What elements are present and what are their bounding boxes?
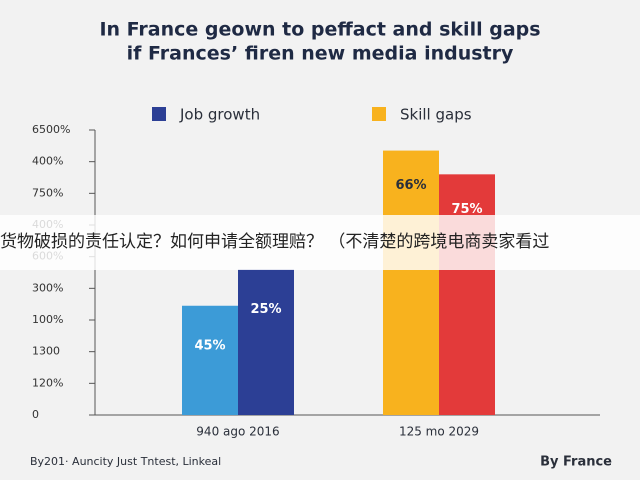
y-tick-label: 300% xyxy=(32,281,63,294)
bar xyxy=(182,305,238,415)
chart-title: if Frances’ firen new media industry xyxy=(127,43,514,65)
y-tick-label: 1300 xyxy=(32,345,60,358)
chart-title: In France geown to peffact and skill gap… xyxy=(99,19,540,41)
y-tick-label: 6500% xyxy=(32,123,70,136)
footer-left: By201· Auncity Just Tntest, Linkeal xyxy=(30,455,221,468)
x-tick-label: 125 mo 2029 xyxy=(399,425,479,439)
legend-swatch xyxy=(152,107,166,121)
bar xyxy=(439,174,495,415)
y-tick-label: 750% xyxy=(32,186,63,199)
bar-label: 75% xyxy=(451,202,482,217)
y-tick-label: 400% xyxy=(32,155,63,168)
bar xyxy=(238,269,294,415)
y-tick-label: 120% xyxy=(32,376,63,389)
footer-right: By France xyxy=(540,455,612,470)
x-tick-label: 940 ago 2016 xyxy=(196,425,279,439)
bar-label: 66% xyxy=(395,178,426,193)
legend-label: Skill gaps xyxy=(400,106,472,124)
y-tick-label: 0 xyxy=(32,408,39,421)
legend-label: Job growth xyxy=(179,106,260,124)
legend-swatch xyxy=(372,107,386,121)
bar xyxy=(383,150,439,416)
overlay-text: 货物破损的责任认定？如何申请全额理赔？ （不清楚的跨境电商卖家看过 xyxy=(0,232,549,252)
overlay-banner xyxy=(0,215,640,270)
y-tick-label: 100% xyxy=(32,313,63,326)
bar-label: 45% xyxy=(194,338,225,353)
bar-label: 25% xyxy=(250,302,281,317)
